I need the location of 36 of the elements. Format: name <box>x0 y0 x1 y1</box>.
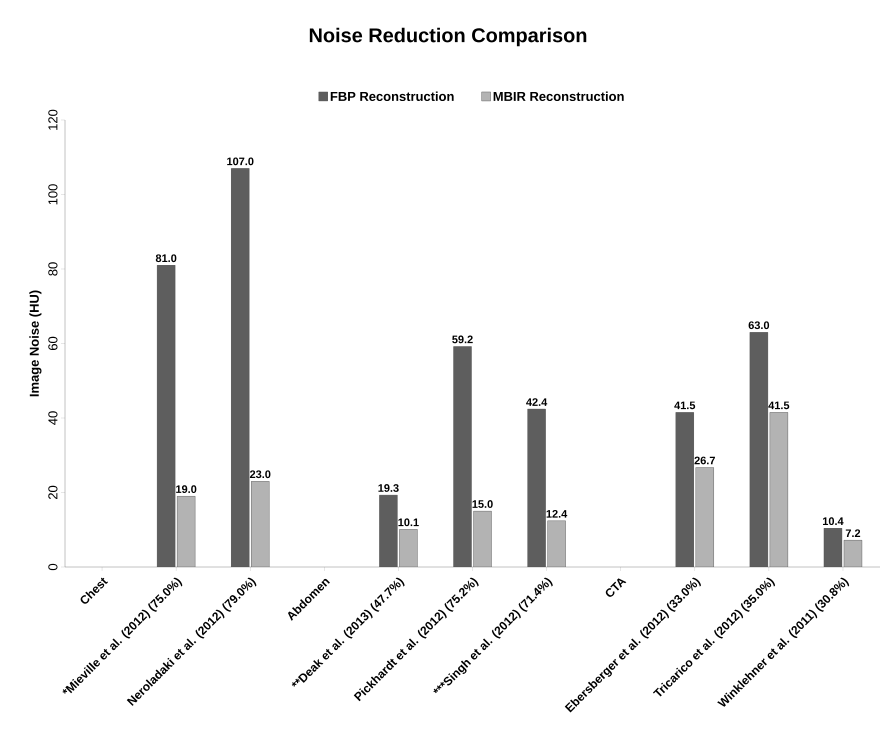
y-tick-label: 0 <box>48 564 58 570</box>
y-tick-label: 40 <box>48 411 58 425</box>
data-label: 19.0 <box>176 485 196 494</box>
y-axis-title: Image Noise (HU) <box>29 290 42 396</box>
data-label: 81.0 <box>156 254 176 262</box>
bar <box>770 412 788 567</box>
data-label: 7.2 <box>846 529 860 537</box>
data-label: 19.3 <box>378 484 399 492</box>
bar <box>251 481 270 567</box>
data-label: 41.5 <box>768 402 790 410</box>
data-label: 63.0 <box>748 321 770 330</box>
data-label: 26.7 <box>694 456 715 464</box>
data-label: 10.4 <box>822 517 844 526</box>
y-tick-label: 120 <box>48 110 58 130</box>
legend-label: MBIR Reconstruction <box>494 92 624 102</box>
data-label: 23.0 <box>250 470 270 478</box>
y-tick-label: 100 <box>48 184 58 204</box>
data-label: 42.4 <box>526 398 548 406</box>
data-label: 107.0 <box>227 157 254 166</box>
y-tick-label: 60 <box>48 336 58 350</box>
data-label: 59.2 <box>452 336 473 344</box>
data-label: 41.5 <box>674 402 696 410</box>
bar <box>547 520 566 567</box>
bar <box>473 510 492 567</box>
data-label: 12.4 <box>546 510 568 518</box>
bar <box>176 496 196 567</box>
y-tick-label: 80 <box>48 262 58 276</box>
data-label: 10.1 <box>398 518 419 526</box>
legend-label: FBP Reconstruction <box>330 92 454 102</box>
chart-title: Noise Reduction Comparison <box>310 28 586 46</box>
bar <box>844 540 862 567</box>
data-label: 15.0 <box>472 500 493 508</box>
x-tick-label: CTA <box>606 578 626 597</box>
bar <box>399 529 418 567</box>
y-tick-label: 20 <box>48 486 58 500</box>
bar <box>696 467 714 567</box>
